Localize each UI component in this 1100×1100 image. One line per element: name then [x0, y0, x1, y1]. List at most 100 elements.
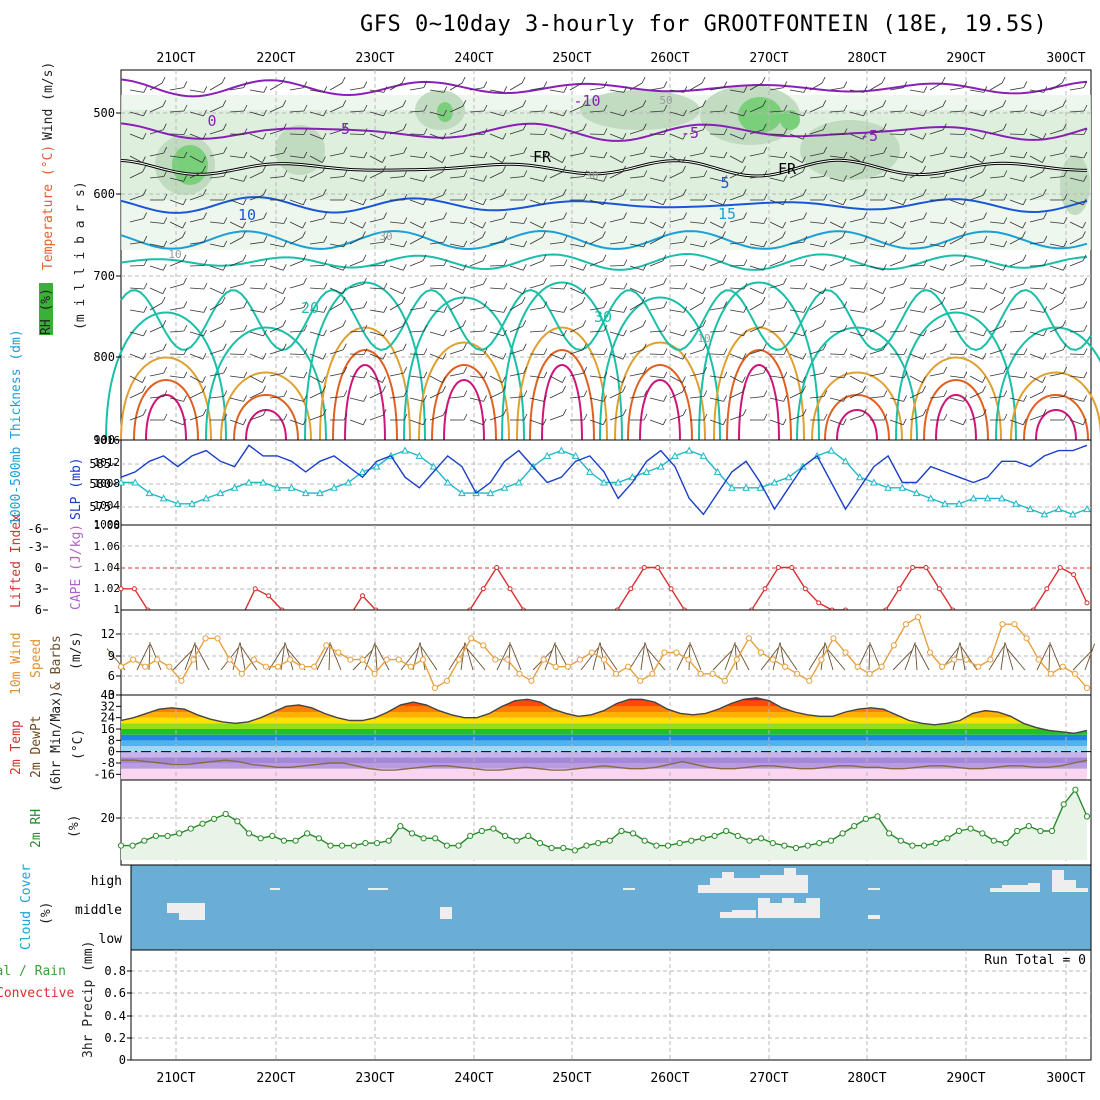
wind-barb-flag — [603, 128, 608, 135]
bottom-date-label: 25OCT — [552, 1071, 591, 1086]
lifted-index-point — [896, 586, 902, 592]
wind-barb — [149, 243, 164, 248]
wind-barb — [569, 82, 583, 91]
ylabel-rh2m: 2m RH — [29, 809, 44, 848]
wind-barb — [509, 265, 524, 271]
wind-barb — [349, 397, 364, 402]
wind-barb-flag — [983, 282, 988, 290]
wind10m-barb — [690, 643, 702, 671]
wind-barb — [289, 155, 304, 159]
wind-barb — [489, 375, 503, 383]
wind-barb-flag — [443, 259, 448, 266]
wind-barb — [269, 349, 284, 355]
wind-barb-flag — [163, 146, 168, 154]
wind-barb-flag — [763, 366, 768, 374]
wind-barb-flag — [942, 320, 947, 327]
wind-barb-flag — [543, 175, 547, 182]
wind-barb-flag — [682, 353, 687, 360]
wind-barb-flag — [442, 165, 446, 173]
wind-barb — [789, 171, 803, 179]
wind-barb-flag — [382, 133, 387, 140]
wind-barb — [289, 221, 303, 229]
wind-barb-flag — [1023, 104, 1028, 112]
wind-barb — [709, 133, 725, 135]
wind-barb-flag — [983, 86, 988, 93]
wind-barb — [429, 241, 444, 245]
rh2m-point — [443, 842, 450, 849]
wind-barb-flag — [603, 301, 608, 308]
rh2m-point — [1025, 823, 1032, 830]
cloud-level-label: low — [99, 932, 123, 947]
wind10m-point — [709, 670, 716, 677]
wind-barb-flag — [463, 413, 468, 421]
wind-barb-flag — [1043, 282, 1048, 290]
wind-barb — [989, 152, 1004, 157]
rh2m-point — [711, 832, 718, 840]
wind-barb — [929, 105, 943, 113]
wind-barb-flag — [162, 100, 167, 107]
wind-barb — [229, 353, 245, 355]
wind-barb — [709, 330, 725, 333]
wind-barb-flag — [823, 217, 828, 224]
wind-barb — [289, 110, 305, 113]
wind-barb-flag — [581, 296, 586, 304]
thickness-point — [273, 483, 282, 491]
wind-barb — [289, 260, 304, 267]
wind-barb-flag — [583, 390, 588, 397]
rh2m-point — [129, 842, 136, 849]
rh2m-point — [862, 815, 870, 823]
wind-barb-flag — [682, 385, 686, 393]
rh2m-point — [955, 827, 963, 835]
wind-barb-flag — [322, 156, 326, 163]
wind10m-point — [480, 642, 487, 649]
wind-barb-flag — [843, 395, 847, 402]
wind-barb — [829, 307, 844, 311]
wind-barb-flag — [582, 287, 587, 294]
wind-barb — [749, 176, 764, 179]
rh2m-point — [827, 837, 835, 844]
wind-barb — [569, 152, 584, 157]
cloud-cell — [794, 903, 806, 918]
wind-barb-flag — [303, 395, 307, 402]
wind-barb — [729, 111, 744, 117]
wind-barb — [709, 397, 724, 402]
wind-barb — [969, 265, 985, 267]
rh2m-point — [478, 827, 485, 835]
cloud-cell — [722, 872, 734, 893]
wind-barb — [449, 287, 463, 295]
wind-barb-flag — [442, 385, 446, 393]
wind-barb-flag — [943, 366, 948, 374]
wind-barb-flag — [1022, 221, 1026, 229]
wind-barb-flag — [642, 264, 647, 271]
wind-barb-flag — [202, 189, 207, 196]
rh-blob-high — [738, 97, 782, 133]
wind-barb-flag — [963, 277, 967, 285]
wind-barb — [889, 330, 905, 333]
wind-barb-flag — [1023, 128, 1028, 135]
wind-barb — [829, 177, 844, 182]
wind-barb-flag — [562, 189, 567, 196]
wind-barb — [269, 396, 284, 399]
wind-barb-flag — [803, 329, 807, 337]
wind-barb-flag — [423, 371, 428, 379]
wind-barb-flag — [903, 324, 908, 332]
wind-barb-flag — [1083, 371, 1088, 379]
wind-barb-flag — [963, 81, 968, 88]
wind-barb-flag — [963, 104, 968, 112]
wind10m-point — [468, 635, 475, 642]
wind-barb — [729, 265, 745, 267]
wind-barb — [629, 176, 644, 179]
wind-barb-flag — [903, 128, 908, 135]
wind-barb — [409, 221, 423, 229]
rh2m-point — [618, 827, 625, 835]
cloud-cell — [720, 912, 732, 918]
wind-barb — [129, 331, 144, 337]
rh2m-point — [1002, 840, 1009, 847]
rh2m-point — [1049, 827, 1056, 835]
contour-label: 30 — [585, 169, 598, 182]
precip-frame — [130, 949, 1092, 1061]
wind-barb-flag — [143, 306, 148, 313]
wind-barb-flag — [703, 146, 708, 154]
wind-barb-flag — [922, 385, 926, 393]
wind-barb-flag — [702, 320, 707, 327]
